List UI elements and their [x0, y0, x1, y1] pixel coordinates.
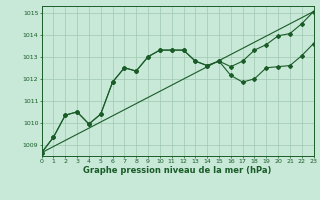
- X-axis label: Graphe pression niveau de la mer (hPa): Graphe pression niveau de la mer (hPa): [84, 166, 272, 175]
